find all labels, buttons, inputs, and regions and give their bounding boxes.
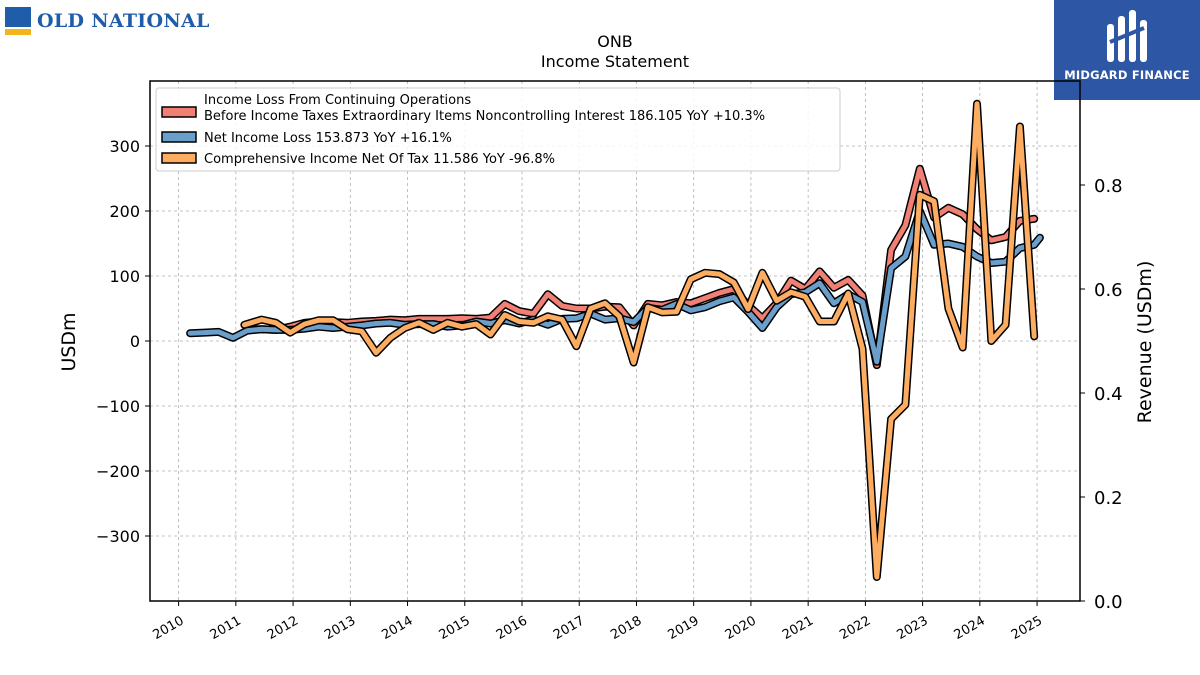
x-tick-label: 2024: [952, 613, 988, 643]
y-tick-left-label: 300: [109, 137, 140, 156]
y-axis-right-label: Revenue (USDm): [1134, 261, 1156, 424]
x-tick-label: 2011: [208, 613, 244, 643]
y-tick-left-label: 100: [109, 267, 140, 286]
x-tick-label: 2012: [265, 613, 301, 643]
series-line: [241, 101, 1037, 580]
y-tick-left-label: −200: [96, 462, 140, 481]
x-axis: 2010 2011 2012 2013 2014 2015 2016 2017 2018 2019…: [150, 601, 1045, 643]
legend-box: [155, 87, 841, 172]
x-tick-label: 2016: [494, 613, 530, 643]
y-tick-right-label: 0.4: [1094, 384, 1123, 405]
y-tick-right-label: 0.8: [1094, 176, 1123, 197]
x-tick-label: 2017: [551, 613, 587, 643]
legend-swatch: [161, 106, 197, 118]
chart-subtitle: Income Statement: [541, 52, 689, 71]
legend-label: Net Income Loss 153.873 YoY +16.1%: [204, 131, 452, 146]
y-axis-left-label: USDm: [58, 312, 80, 371]
legend: Income Loss From Continuing OperationsBe…: [155, 87, 841, 172]
x-tick-label: 2019: [666, 613, 702, 643]
old-national-logo-text: OLD NATIONAL: [37, 10, 210, 32]
y-tick-left-label: 200: [109, 202, 140, 221]
x-tick-label: 2015: [437, 613, 473, 643]
legend-label: Before Income Taxes Extraordinary Items …: [204, 109, 765, 124]
x-tick-label: 2025: [1009, 613, 1045, 643]
old-national-logo: OLD NATIONAL: [5, 6, 210, 36]
x-tick-label: 2023: [894, 613, 930, 643]
legend-swatch: [161, 131, 197, 143]
y-tick-right-label: 0.0: [1094, 592, 1123, 613]
x-tick-label: 2022: [837, 613, 873, 643]
y-tick-right-label: 0.2: [1094, 488, 1123, 509]
y-tick-right-label: 0.6: [1094, 280, 1123, 301]
midgard-finance-logo: MIDGARD FINANCE: [1054, 0, 1200, 100]
legend-swatch: [161, 152, 197, 164]
legend-label: Comprehensive Income Net Of Tax 11.586 Y…: [204, 152, 555, 167]
x-tick-label: 2020: [723, 613, 759, 643]
midgard-logo-text: MIDGARD FINANCE: [1064, 68, 1190, 82]
series-lines: [186, 99, 1044, 581]
y-tick-left-label: 0: [130, 332, 140, 351]
x-tick-label: 2014: [379, 613, 415, 643]
x-tick-label: 2010: [150, 613, 186, 643]
x-tick-label: 2013: [322, 613, 358, 643]
y-axis-right: 0.0 0.2 0.4 0.6 0.8: [1080, 176, 1123, 613]
chart-title: ONB: [597, 32, 633, 51]
legend-label: Income Loss From Continuing Operations: [204, 93, 471, 108]
midgard-logo-icon: [1107, 10, 1147, 62]
x-tick-label: 2018: [608, 613, 644, 643]
old-national-logo-mark: [5, 7, 31, 35]
x-tick-label: 2021: [780, 613, 816, 643]
y-axis-left: −300 −200 −100 0 100 200 300: [96, 137, 150, 546]
y-tick-left-label: −100: [96, 397, 140, 416]
y-tick-left-label: −300: [96, 527, 140, 546]
